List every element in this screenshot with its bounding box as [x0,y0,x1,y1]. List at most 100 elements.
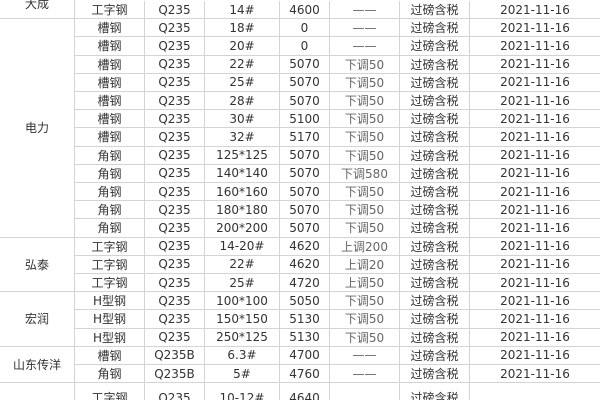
date-cell: 2021-11-16 [470,165,600,183]
change-cell: 下调50 [330,73,400,92]
note-cell: 过磅含税 [400,328,470,347]
price-cell: 4700 [280,346,330,365]
price-cell: 4600 [280,1,330,20]
spec-cell: 25# [205,274,280,293]
change-cell: —— [330,37,400,56]
type-cell: H型钢 [75,292,145,311]
spec-cell: 20# [205,37,280,56]
price-cell: 5050 [280,292,330,311]
spec-cell: 125*125 [205,146,280,165]
group-name [0,383,75,400]
note-cell: 过磅含税 [400,219,470,238]
type-cell: 角钢 [75,183,145,202]
group-name: 山东传洋 [0,346,75,384]
date-cell: 2021-11-16 [470,274,600,293]
type-cell: 工字钢 [75,274,145,293]
grade-cell: Q235 [145,55,205,74]
change-cell: 下调50 [330,128,400,147]
grade-cell: Q235B [145,365,205,384]
date-cell: 2021-11-16 [470,19,600,38]
date-cell [470,383,600,400]
type-cell: 角钢 [75,219,145,238]
spec-cell: 14# [205,1,280,20]
price-cell: 5070 [280,164,330,183]
type-cell: 角钢 [75,164,145,183]
grade-cell: Q235 [145,237,205,256]
grade-cell: Q235B [145,346,205,365]
type-cell: 工字钢 [75,1,145,20]
spec-cell: 140*140 [205,164,280,183]
change-cell: 下调50 [330,110,400,129]
grade-cell: Q235 [145,255,205,274]
change-cell: 下调50 [330,292,400,311]
note-cell: 过磅含税 [400,1,470,20]
price-cell: 0 [280,19,330,38]
spec-cell: 200*200 [205,219,280,238]
spec-cell: 22# [205,55,280,74]
group-name: 宏润 [0,292,75,347]
change-cell: 下调50 [330,146,400,165]
date-cell: 2021-11-16 [470,74,600,92]
grade-cell: Q235 [145,92,205,111]
change-cell: 下调50 [330,183,400,202]
note-cell: 过磅含税 [400,146,470,165]
change-cell: 下调50 [330,92,400,111]
type-cell: 槽钢 [75,92,145,111]
spec-cell: 14-20# [205,237,280,256]
note-cell: 过磅含税 [400,292,470,311]
date-cell: 2021-11-16 [470,256,600,274]
date-cell: 2021-11-16 [470,347,600,365]
spec-cell: 28# [205,92,280,111]
group-name: 弘泰 [0,237,75,293]
grade-cell: Q235 [145,183,205,202]
change-cell: 下调50 [330,219,400,238]
note-cell: 过磅含税 [400,255,470,274]
price-cell: 5070 [280,73,330,92]
note-cell: 过磅含税 [400,237,470,256]
note-cell: 过磅含税 [400,128,470,147]
grade-cell: Q235 [145,19,205,38]
date-cell: 2021-11-16 [470,365,600,384]
type-cell: 槽钢 [75,346,145,365]
date-cell: 2021-11-16 [470,110,600,129]
date-cell: 2021-11-16 [470,56,600,74]
date-cell: 2021-11-16 [470,1,600,20]
price-cell: 5100 [280,110,330,129]
group-name: 大成 [0,0,75,20]
change-cell: 下调50 [330,310,400,329]
spec-cell: 30# [205,110,280,129]
grade-cell: Q235 [145,1,205,20]
date-cell: 2021-11-16 [470,292,600,311]
type-cell: 槽钢 [75,37,145,56]
note-cell: 过磅含税 [400,19,470,38]
note-cell: 过磅含税 [400,346,470,365]
spec-cell: 22# [205,255,280,274]
price-cell: 5070 [280,92,330,111]
note-cell: 过磅含税 [400,201,470,220]
grade-cell: Q235 [145,219,205,238]
date-cell: 2021-11-16 [470,183,600,202]
change-cell: —— [330,346,400,365]
spec-cell: 32# [205,128,280,147]
note-cell: 过磅含税 [400,73,470,92]
note-cell: 过磅含税 [400,183,470,202]
type-cell: 槽钢 [75,128,145,147]
note-cell: 过磅含税 [400,164,470,183]
date-cell: 2021-11-16 [470,37,600,56]
price-cell: 5070 [280,146,330,165]
grade-cell: Q235 [145,164,205,183]
note-cell: 过磅含税 [400,92,470,111]
note-cell: 过磅含税 [400,365,470,384]
price-cell: 4620 [280,237,330,256]
grade-cell: Q235 [145,328,205,347]
price-cell: 5130 [280,328,330,347]
price-cell: 4640 [280,383,330,400]
grade-cell: Q235 [145,73,205,92]
grade-cell: Q235 [145,274,205,293]
note-cell: 过磅含税 [400,310,470,329]
spec-cell: 6.3# [205,346,280,365]
note-cell: 过磅含税 [400,55,470,74]
change-cell: 上调20 [330,255,400,274]
note-cell: 过磅含税 [400,274,470,293]
